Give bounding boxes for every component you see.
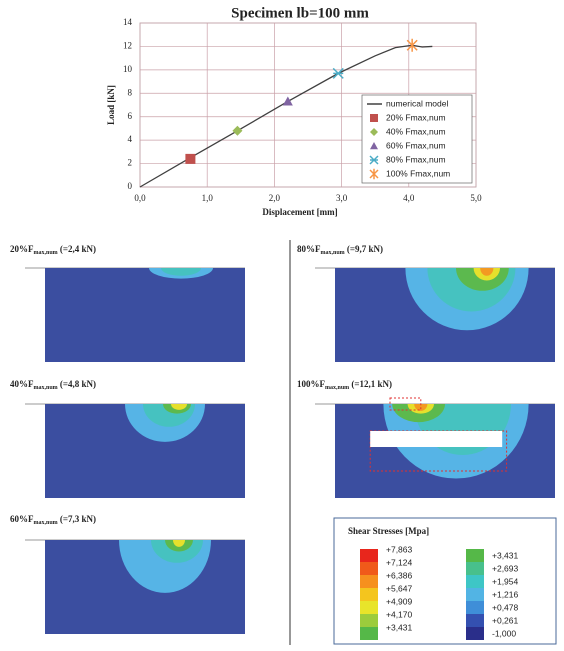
legend-label: 40% Fmax,num (386, 126, 446, 136)
color-swatch (360, 562, 378, 575)
y-tick-label: 4 (128, 134, 133, 144)
panel-label-value: (=12,1 kN) (349, 379, 392, 389)
marker-shape (185, 154, 195, 164)
x-tick-label: 2,0 (269, 193, 281, 203)
y-tick-label: 0 (128, 181, 133, 191)
marker-shape (370, 114, 378, 122)
legend-label: 20% Fmax,num (386, 112, 446, 122)
panel-label: 80%Fmax,num (=9,7 kN) (297, 244, 383, 256)
panel-label-main: 60%F (10, 514, 34, 524)
y-axis-label: Load [kN] (106, 85, 116, 125)
x-axis-label: Displacement [mm] (262, 207, 337, 217)
color-swatch (360, 575, 378, 588)
contour-region (171, 398, 187, 410)
panel-label-sub: max,num (34, 520, 58, 526)
x-tick-label: 0,0 (134, 193, 146, 203)
y-tick-label: 10 (123, 64, 133, 74)
y-tick-label: 14 (123, 17, 133, 27)
color-swatch (360, 588, 378, 601)
stress-value: +3,431 (492, 550, 519, 560)
panel-label-value: (=7,3 kN) (58, 514, 96, 524)
panel-label: 20%Fmax,num (=2,4 kN) (10, 244, 96, 256)
color-swatch (466, 549, 484, 562)
y-tick-label: 2 (128, 158, 133, 168)
panel-label: 40%Fmax,num (=4,8 kN) (10, 379, 96, 391)
panel-label-sub: max,num (321, 250, 345, 256)
stress-value: +1,954 (492, 576, 519, 586)
stress-value: +0,261 (492, 615, 519, 625)
color-swatch (466, 614, 484, 627)
panel-label-value: (=9,7 kN) (345, 244, 383, 254)
contour-panel (45, 487, 245, 634)
panel-label-sub: max,num (34, 250, 58, 256)
color-swatch (360, 601, 378, 614)
stress-value: +4,170 (386, 609, 413, 619)
x-tick-label: 4,0 (403, 193, 415, 203)
legend-label: 80% Fmax,num (386, 154, 446, 164)
panel-label: 60%Fmax,num (=7,3 kN) (10, 514, 96, 526)
stress-value: +6,386 (386, 570, 413, 580)
marker (370, 114, 378, 122)
color-swatch (466, 601, 484, 614)
stress-value: -1,000 (492, 628, 516, 638)
contour-base (45, 268, 245, 362)
marker (185, 154, 195, 164)
stress-value: +3,431 (386, 622, 413, 632)
panel-label-sub: max,num (325, 385, 349, 391)
panel-label-value: (=4,8 kN) (58, 379, 96, 389)
color-swatch (360, 549, 378, 562)
stress-value: +4,909 (386, 596, 413, 606)
legend-label: numerical model (386, 98, 448, 108)
legend-label: 60% Fmax,num (386, 140, 446, 150)
contour-region (480, 260, 493, 276)
figure: Specimen lb=100 mm Displacement [mm] Loa… (0, 0, 564, 651)
stress-value: +0,478 (492, 602, 519, 612)
panel-label-main: 100%F (297, 379, 326, 389)
x-tick-label: 3,0 (336, 193, 348, 203)
panel-label-main: 40%F (10, 379, 34, 389)
detail-white (370, 431, 502, 447)
stress-value: +7,124 (386, 557, 413, 567)
chart-title: Specimen lb=100 mm (231, 5, 369, 21)
color-swatch (466, 562, 484, 575)
legend-label: 100% Fmax,num (386, 168, 450, 178)
contour-region (173, 533, 185, 547)
panel-label: 100%Fmax,num (=12,1 kN) (297, 379, 392, 391)
stress-value: +2,693 (492, 563, 519, 573)
contour-panel (335, 206, 555, 362)
color-swatch (360, 614, 378, 627)
stress-legend-title: Shear Stresses [Mpa] (348, 526, 429, 536)
panel-label-main: 20%F (10, 244, 34, 254)
stress-value: +7,863 (386, 544, 413, 554)
contour-panel (45, 257, 245, 362)
color-swatch (466, 575, 484, 588)
color-swatch (360, 627, 378, 640)
y-tick-label: 6 (128, 111, 133, 121)
panel-label-sub: max,num (34, 385, 58, 391)
x-tick-label: 5,0 (470, 193, 482, 203)
stress-value: +1,216 (492, 589, 519, 599)
panel-label-value: (=2,4 kN) (58, 244, 96, 254)
stress-value: +5,647 (386, 583, 413, 593)
y-tick-label: 12 (123, 40, 132, 50)
contour-region (161, 260, 201, 276)
x-tick-label: 1,0 (202, 193, 214, 203)
color-swatch (466, 627, 484, 640)
panel-label-main: 80%F (297, 244, 321, 254)
y-tick-label: 8 (128, 87, 133, 97)
color-swatch (466, 588, 484, 601)
